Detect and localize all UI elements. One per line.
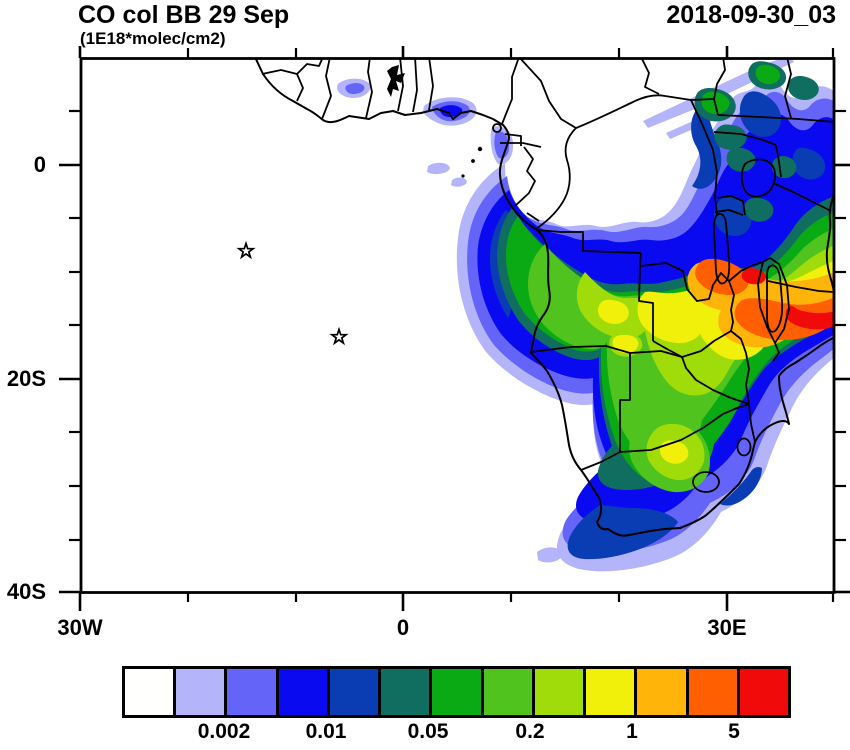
colorbar-cell [634,669,686,715]
colorbar-cell [531,669,584,715]
eswatini-border [736,437,752,457]
colorbar-cell [583,669,635,715]
colorbar-cell [326,669,379,715]
colorbar-label: 0.002 [197,720,251,743]
colorbar-label: 5 [728,720,740,743]
lake-tanganyika [713,212,731,285]
colorbar-label: 0.01 [305,720,347,743]
star-marker [329,326,349,346]
lake-victoria [740,158,777,198]
sao-tome-island-dot [471,159,475,163]
x-axis-label: 30E [707,615,747,640]
colorbar-label: 0.05 [407,720,449,743]
plot-frame [79,57,836,594]
colorbar-cell [378,669,430,715]
star-marker [236,240,256,260]
lake-volta [387,65,405,97]
island-star-markers [236,240,349,346]
y-axis-label: 20S [6,366,46,391]
y-axis-label: 40S [6,579,46,604]
colorbar-cell [125,669,174,715]
datetime-label: 2018-09-30_03 [666,1,836,29]
bioko-island [492,123,502,133]
page-title: CO col BB 29 Sep [78,1,290,29]
colorbar-cell [173,669,225,715]
annobon-island-dot [461,174,465,178]
x-axis-label: 30W [57,615,103,640]
colorbar-cell [685,669,737,715]
lake-malawi [766,264,784,333]
y-axis-label: 0 [33,152,46,177]
colorbar-cell [429,669,481,715]
country-borders [261,58,834,493]
x-axis-label: 0 [396,615,410,640]
colorbar-label: 1 [626,720,638,743]
units-subtitle: (1E18*molec/cm2) [80,29,226,48]
principe-island-dot [477,146,483,152]
colorbar-cell [736,669,789,715]
colorbar-label: 0.2 [515,720,545,743]
colorbar [122,666,791,718]
lesotho-border [692,471,720,493]
axis-ticks [59,46,850,611]
colorbar-cell [480,669,532,715]
colorbar-cell [275,669,327,715]
co-plume-contours [337,58,834,572]
colorbar-cell [224,669,276,715]
